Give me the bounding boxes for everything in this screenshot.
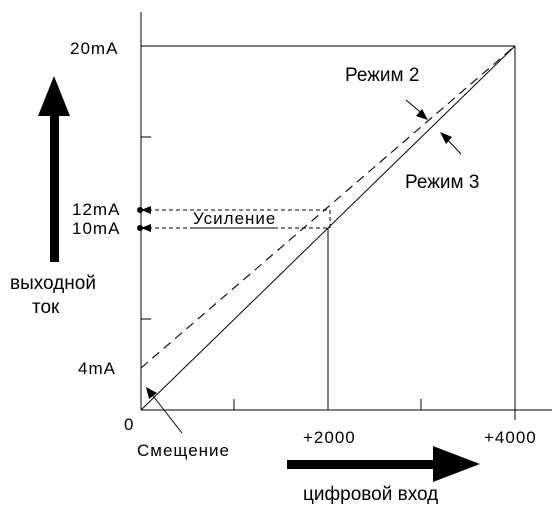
label-12ma: 12mA [72,200,120,219]
label-4000: +4000 [484,428,537,447]
x-direction-arrow [287,446,480,482]
y-axis-title-line2: ток [32,297,60,318]
x-axis-title: цифровой вход [303,484,438,505]
label-10ma: 10mA [72,219,120,238]
label-mode2: Режим 2 [345,65,419,86]
mode3-pointer [440,132,462,155]
label-mode3: Режим 3 [405,172,479,193]
y-axis-title-line1: выходной [10,273,96,294]
label-2000: +2000 [303,428,356,447]
label-origin: 0 [124,415,134,434]
label-20ma: 20mA [70,39,118,58]
offset-pointer [146,387,183,434]
label-offset: Смещение [137,441,230,460]
label-4ma: 4mA [78,359,116,378]
mode2-pointer [405,99,428,120]
label-gain: Усиление [193,209,276,228]
mode2-line [140,45,516,369]
current-guides [137,206,331,232]
y-direction-arrow [38,76,70,262]
